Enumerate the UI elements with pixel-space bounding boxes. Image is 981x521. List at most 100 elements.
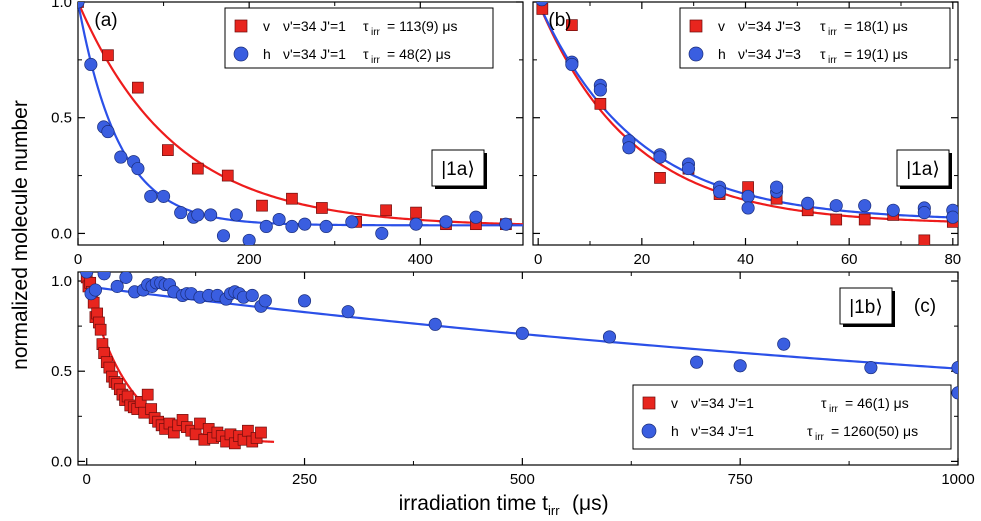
data-point-circle <box>114 150 128 164</box>
data-point-circle <box>515 326 529 340</box>
y-tick-label: 0.0 <box>51 453 72 470</box>
data-point-circle <box>319 219 333 234</box>
data-point-circle <box>713 185 727 199</box>
data-point-circle <box>829 199 843 213</box>
ket-box <box>896 149 950 187</box>
legend-pol: h <box>671 423 679 439</box>
data-point-circle <box>770 180 784 194</box>
legend-state: ν'=34 J'=1 <box>691 395 754 411</box>
data-point-square <box>102 49 114 62</box>
data-point-circle <box>951 361 958 375</box>
data-point-circle <box>245 288 259 302</box>
data-point-circle <box>297 294 312 308</box>
ket-box <box>839 287 893 325</box>
data-point-circle <box>653 150 667 164</box>
x-tick-label: 400 <box>408 251 433 268</box>
data-point-circle <box>864 361 878 375</box>
data-point-square <box>221 169 234 182</box>
data-point-circle <box>917 206 931 220</box>
data-point-circle <box>535 2 548 7</box>
ket-box <box>431 149 485 187</box>
legend-tau-sub: irr <box>828 55 838 66</box>
legend-state: ν'=34 J'=1 <box>691 423 754 439</box>
x-axis-title: irradiation time t irr (μs) <box>399 492 609 518</box>
data-point-circle <box>174 206 188 220</box>
legend-marker-square <box>689 19 703 33</box>
data-point-circle <box>499 217 513 231</box>
legend-marker-square <box>234 19 248 33</box>
data-point-circle <box>858 199 872 213</box>
data-point-circle <box>88 283 102 297</box>
legend-tau-value: = 1260(50) μs <box>831 423 918 439</box>
data-point-circle <box>439 215 453 229</box>
data-point-circle <box>375 226 389 240</box>
data-point-square <box>256 199 268 212</box>
x-tick-label: 60 <box>841 251 858 268</box>
legend-tau-symbol: τ <box>820 18 826 34</box>
data-point-circle <box>80 272 94 279</box>
legend-pol: v <box>718 18 725 34</box>
y-tick-label: 1.0 <box>51 273 72 290</box>
data-point-circle <box>84 57 98 72</box>
data-point-square <box>286 192 298 205</box>
data-point-circle <box>97 272 111 281</box>
data-point-circle <box>131 162 145 176</box>
data-point-circle <box>341 305 355 319</box>
legend-marker-square <box>642 396 656 410</box>
data-point-circle <box>602 330 617 344</box>
data-point-square <box>255 426 267 439</box>
data-point-square <box>316 202 328 214</box>
series-blue <box>80 272 958 400</box>
legend-tau-symbol: τ <box>820 46 826 62</box>
legend-tau-symbol: τ <box>807 423 813 439</box>
data-point-circle <box>258 294 272 308</box>
data-point-circle <box>946 210 958 224</box>
x-axis-title-main: irradiation time t <box>399 492 549 515</box>
series-blue <box>535 2 958 224</box>
legend-tau-symbol: τ <box>363 46 369 62</box>
x-tick-label: 0 <box>534 251 542 268</box>
data-point-circle <box>565 57 579 72</box>
legend-pol: v <box>263 18 270 34</box>
plot-frame <box>77 1 524 246</box>
data-point-circle <box>886 203 900 217</box>
data-point-square <box>132 81 144 94</box>
ket-label: |1a⟩ <box>441 159 474 180</box>
legend-box <box>632 384 952 450</box>
x-tick-label: 20 <box>633 251 650 268</box>
legend-marker-circle <box>233 46 249 62</box>
x-tick-label: 1000 <box>941 471 974 488</box>
data-point-circle <box>801 196 815 210</box>
panel-b: 0 20 40 60 80(b)|1a⟩v ν'=34 J'=3 τ irr = 18(1) μ… <box>532 1 961 268</box>
data-point-circle <box>216 229 231 243</box>
legend-tau-value: = 46(1) μs <box>845 395 909 411</box>
ket-label: |1b⟩ <box>849 297 882 318</box>
x-tick-label: 0 <box>83 471 91 488</box>
y-axis-title: normalized molecule number <box>9 100 32 370</box>
legend-state: ν'=34 J'=1 <box>283 46 346 62</box>
plot-area <box>78 2 523 245</box>
x-tick-label: 0 <box>74 251 82 268</box>
panel-c: 0 250 500 750 1000 0.0 0.5 1.0 (c) |1b⟩ v ν'=34 J'=… <box>51 271 975 488</box>
series-red <box>80 272 267 450</box>
data-point-circle <box>690 355 704 369</box>
data-point-square <box>141 388 154 401</box>
legend-tau-value: = 113(9) μs <box>387 18 457 34</box>
legend-tau-sub: irr <box>815 432 825 443</box>
data-point-square <box>858 213 871 226</box>
data-point-circle <box>157 189 171 203</box>
panel-label: (c) <box>914 296 936 317</box>
data-point-circle <box>78 2 85 9</box>
y-tick-label: 0.5 <box>51 110 72 127</box>
data-point-circle <box>951 386 958 400</box>
data-point-circle <box>298 217 312 231</box>
data-point-square <box>380 204 392 217</box>
data-point-square <box>594 97 607 110</box>
legend-tau-symbol: τ <box>821 395 827 411</box>
data-point-square <box>410 206 422 219</box>
data-point-circle <box>272 212 286 227</box>
y-tick-label: 0.0 <box>51 225 72 242</box>
data-point-square <box>162 144 174 156</box>
